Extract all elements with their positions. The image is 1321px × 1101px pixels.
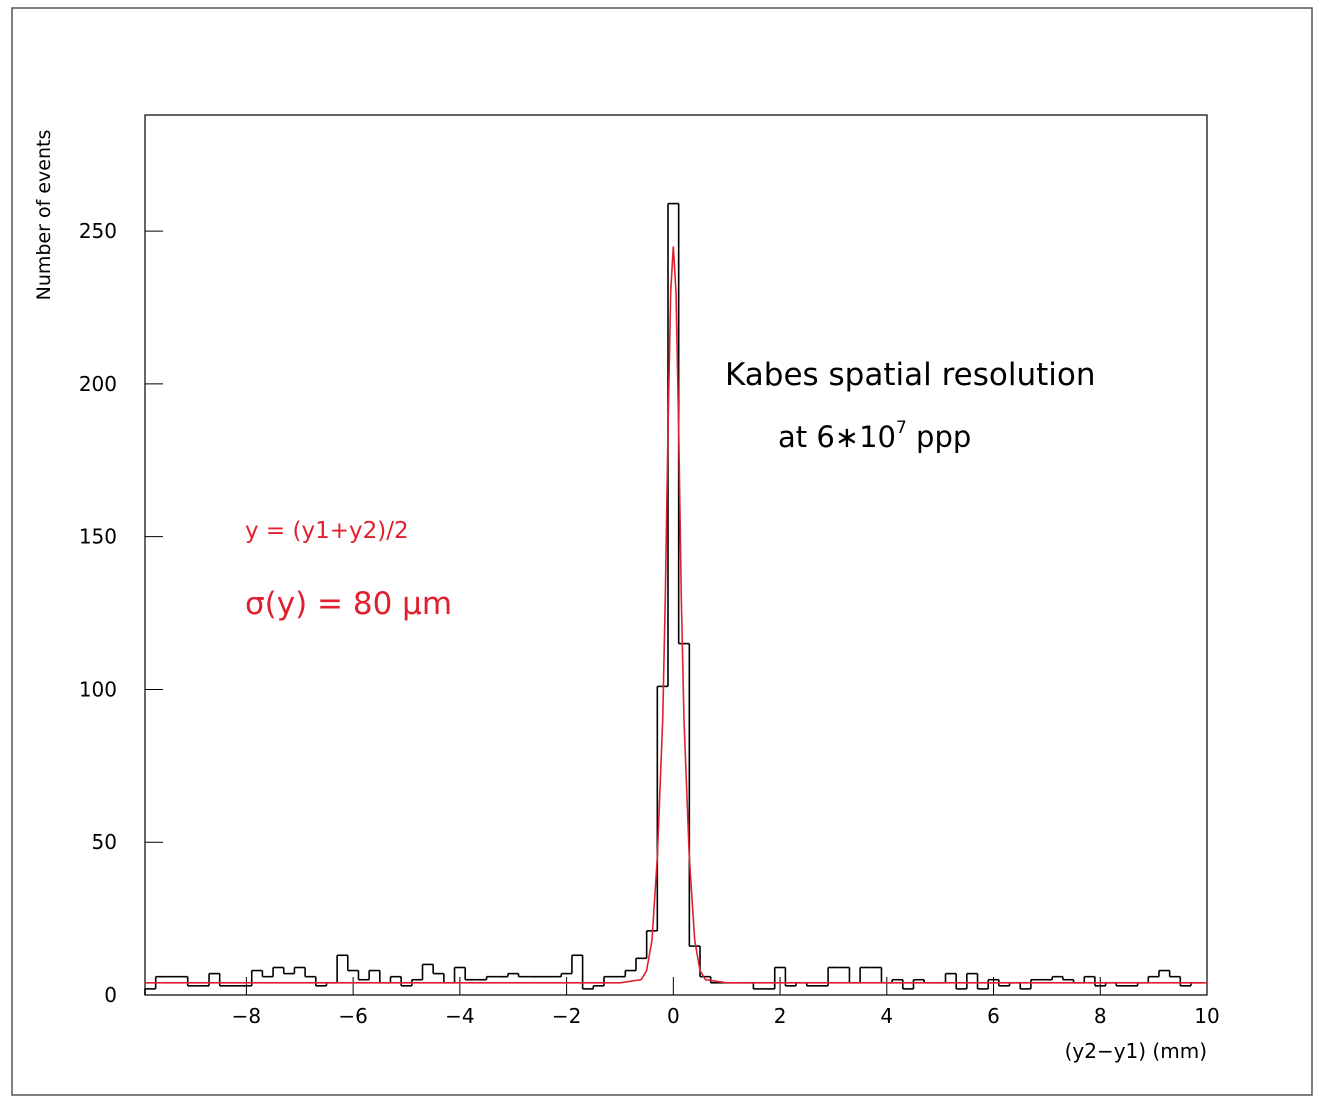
x-tick-label: −4: [445, 1004, 474, 1028]
x-tick-label: 10: [1194, 1004, 1219, 1028]
x-tick-label: 4: [880, 1004, 893, 1028]
subtitle-main: at 6∗10: [778, 420, 896, 454]
x-tick-label: −8: [232, 1004, 261, 1028]
subtitle-sup: 7: [896, 418, 907, 438]
annotation-subtitle: at 6∗107 ppp: [778, 418, 971, 454]
subtitle-tail: ppp: [907, 420, 971, 454]
x-tick-label: 2: [774, 1004, 787, 1028]
x-tick-label: −2: [552, 1004, 581, 1028]
x-axis-label: (y2−y1) (mm): [1065, 1039, 1207, 1063]
annotation-sigma: σ(y) = 80 μm: [245, 586, 452, 622]
frame: [11, 7, 1313, 1096]
x-tick-label: 0: [667, 1004, 680, 1028]
fit-curve: [145, 246, 1207, 984]
annotation-title: Kabes spatial resolution: [725, 357, 1096, 393]
annotation-formula: y = (y1+y2)/2: [245, 518, 409, 544]
y-tick-label: 200: [79, 372, 117, 396]
plot-frame: [144, 114, 1208, 996]
x-tick-label: −6: [338, 1004, 367, 1028]
y-axis-label: Number of events: [33, 130, 55, 301]
y-tick-label: 150: [79, 525, 117, 549]
x-tick-label: 8: [1094, 1004, 1107, 1028]
y-tick-label: 100: [79, 677, 117, 701]
y-tick-label: 250: [79, 219, 117, 243]
y-tick-label: 0: [104, 983, 117, 1007]
x-tick-label: 6: [987, 1004, 1000, 1028]
y-tick-label: 50: [92, 830, 117, 854]
